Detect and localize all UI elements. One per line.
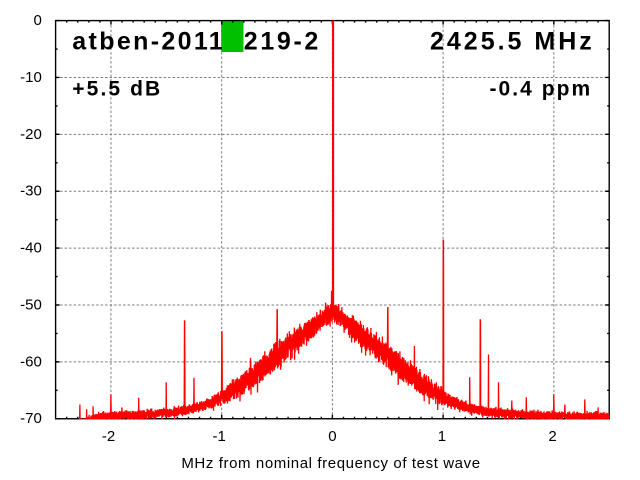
svg-text:+5.5 dB: +5.5 dB (72, 77, 162, 100)
svg-text:-30: -30 (20, 183, 42, 200)
svg-text:1: 1 (438, 428, 446, 445)
svg-text:-10: -10 (20, 69, 42, 86)
svg-text:-20: -20 (20, 126, 42, 143)
svg-text:atben-2011: atben-2011 (72, 27, 225, 55)
svg-text:0: 0 (328, 428, 336, 445)
svg-text:2425.5 MHz: 2425.5 MHz (430, 27, 595, 55)
svg-text:219-2: 219-2 (244, 27, 321, 55)
svg-text:MHz from nominal frequency of: MHz from nominal frequency of test wave (181, 455, 480, 472)
svg-text:-70: -70 (20, 410, 42, 427)
svg-text:-60: -60 (20, 353, 42, 370)
svg-text:-40: -40 (20, 240, 42, 257)
svg-text:0: 0 (33, 12, 41, 29)
svg-text:-0.4 ppm: -0.4 ppm (490, 77, 593, 100)
svg-text:-50: -50 (20, 297, 42, 314)
svg-text:2: 2 (548, 428, 556, 445)
svg-text:-2: -2 (102, 428, 115, 445)
svg-text:-1: -1 (213, 428, 226, 445)
